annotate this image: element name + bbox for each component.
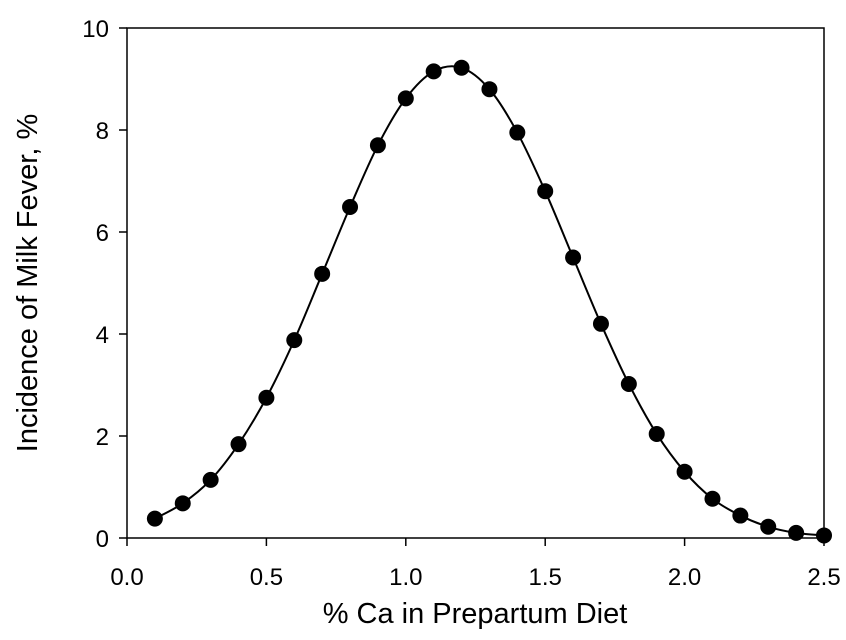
data-point xyxy=(425,63,442,80)
x-tick-label: 1.0 xyxy=(389,564,422,591)
x-tick-label: 0.5 xyxy=(250,564,283,591)
data-point xyxy=(397,90,414,107)
y-tick-label: 2 xyxy=(96,424,109,451)
data-point xyxy=(202,471,219,488)
data-point xyxy=(537,183,554,200)
y-axis-ticks: 0 2 4 6 8 10 xyxy=(82,16,127,553)
data-point xyxy=(620,375,637,392)
series-line xyxy=(154,65,825,537)
data-point xyxy=(565,249,582,266)
x-tick-label: 2.0 xyxy=(668,564,701,591)
data-point xyxy=(286,332,303,349)
data-point xyxy=(146,510,163,527)
data-point xyxy=(676,463,693,480)
data-point xyxy=(369,137,386,154)
y-tick-label: 8 xyxy=(96,118,109,145)
x-tick-label: 1.5 xyxy=(529,564,562,591)
y-tick-label: 10 xyxy=(82,16,109,43)
data-point xyxy=(314,265,331,282)
data-point xyxy=(453,59,470,76)
x-axis-title: % Ca in Prepartum Diet xyxy=(323,598,628,630)
data-point xyxy=(509,124,526,141)
data-point xyxy=(481,81,498,98)
data-point xyxy=(258,389,275,406)
y-tick-label: 4 xyxy=(96,322,109,349)
data-point xyxy=(704,490,721,507)
data-point xyxy=(760,518,777,535)
data-point xyxy=(592,315,609,332)
data-point xyxy=(648,425,665,442)
data-point xyxy=(230,436,247,453)
series-layer xyxy=(146,59,832,544)
y-axis-title: Incidence of Milk Fever, % xyxy=(12,114,44,452)
plot-frame xyxy=(126,27,825,539)
data-point xyxy=(816,527,832,544)
x-tick-label: 2.5 xyxy=(807,564,840,591)
x-axis-ticks: 0.0 0.5 1.0 1.5 2.0 2.5 xyxy=(110,538,841,591)
data-point xyxy=(788,524,805,541)
data-point xyxy=(174,495,191,512)
y-tick-label: 0 xyxy=(96,526,109,553)
y-tick-label: 6 xyxy=(96,220,109,247)
data-point xyxy=(732,507,749,524)
x-tick-label: 0.0 xyxy=(110,564,143,591)
data-point xyxy=(342,199,359,216)
